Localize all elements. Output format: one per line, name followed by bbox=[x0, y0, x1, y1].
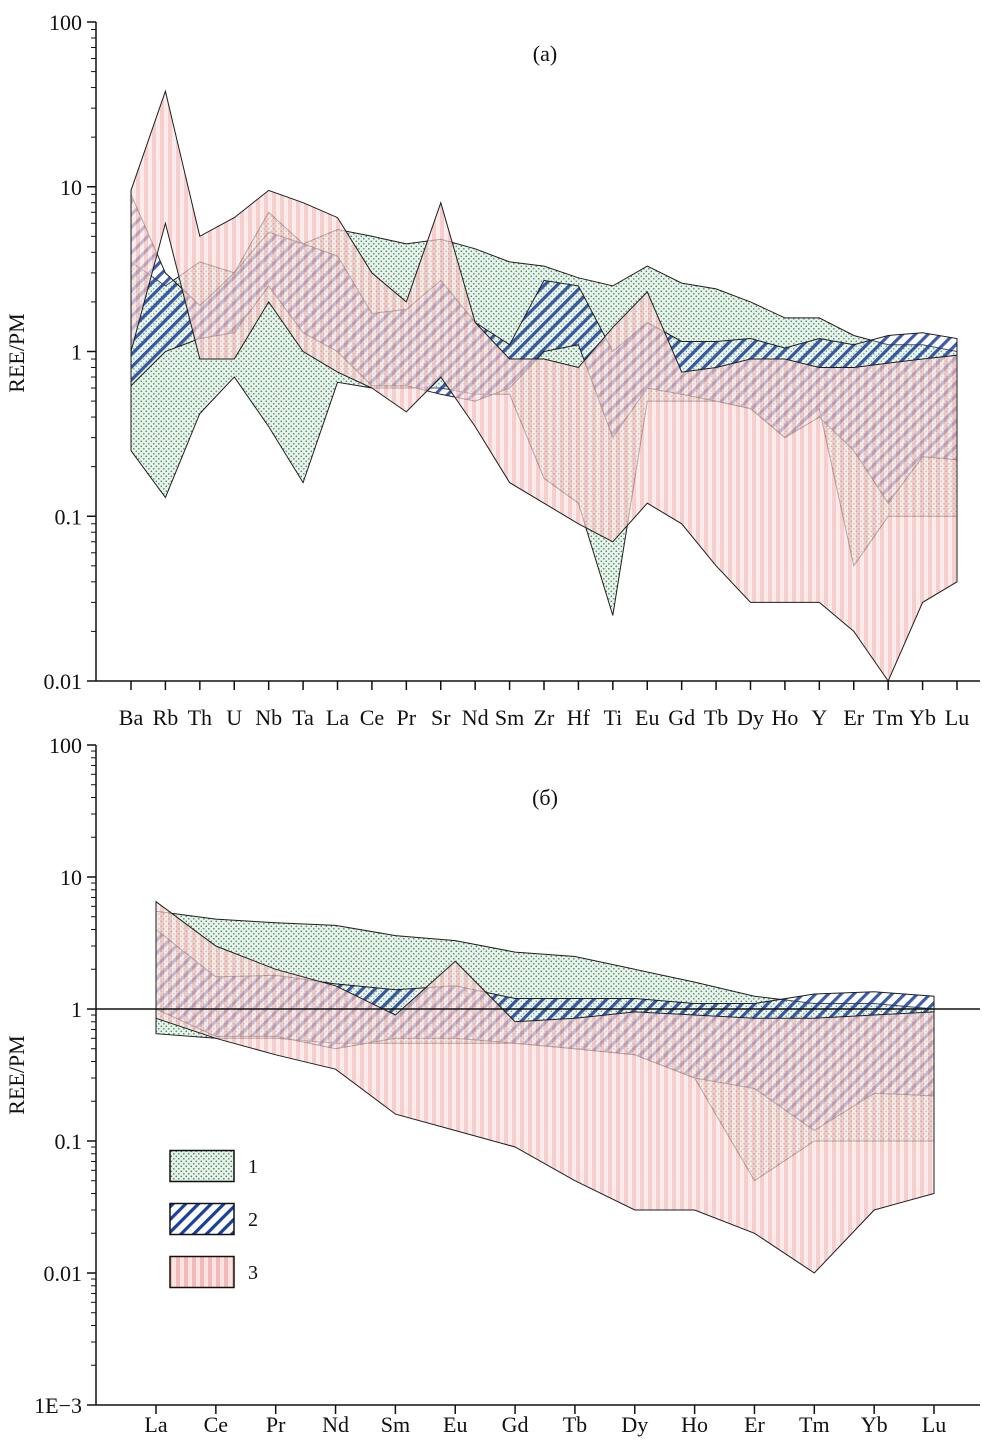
x-tick-label: Tb bbox=[704, 705, 728, 730]
x-tick-label: Dy bbox=[621, 1412, 648, 1437]
x-tick-label: Yb bbox=[861, 1412, 888, 1437]
x-tick-label: Eu bbox=[635, 705, 659, 730]
x-tick-label: Ho bbox=[681, 1412, 708, 1437]
x-tick-label: Er bbox=[843, 705, 864, 730]
x-tick-label: Tb bbox=[563, 1412, 587, 1437]
x-tick-label: Ta bbox=[292, 705, 314, 730]
panel-b: 1E−3 0.01 0.1 1 10 100 La Ce Pr Nd Sm Eu Gd Tb Dy Ho Er T… bbox=[4, 733, 980, 1437]
x-tick-label: Th bbox=[188, 705, 212, 730]
y-tick-label: 1E−3 bbox=[34, 1393, 82, 1418]
legend-label-2: 2 bbox=[248, 1209, 258, 1231]
series-band-3 bbox=[155, 900, 935, 1274]
series-band-3 bbox=[130, 89, 958, 683]
x-tick-label: Dy bbox=[737, 705, 764, 730]
legend-label-3: 3 bbox=[248, 1262, 258, 1284]
x-tick-label: Eu bbox=[443, 1412, 467, 1437]
y-tick-label: 100 bbox=[49, 733, 82, 758]
x-tick-label: Ba bbox=[119, 705, 144, 730]
legend-label-1: 1 bbox=[248, 1156, 258, 1178]
x-tick-label: Yb bbox=[909, 705, 936, 730]
y-axis-title: REE/PM bbox=[4, 313, 29, 392]
panel-title: (б) bbox=[532, 785, 558, 810]
legend-swatch-2 bbox=[169, 1202, 235, 1236]
x-tick-label: Nb bbox=[255, 705, 282, 730]
x-tick-label: Rb bbox=[153, 705, 179, 730]
panel-a: 0.01 0.1 1 10 100 Ba Rb Th U Nb Ta La Ce Pr Sr Nd Sm Zr Hf… bbox=[4, 10, 980, 730]
y-tick-label: 1 bbox=[71, 997, 82, 1022]
y-axis-title: REE/PM bbox=[4, 1035, 29, 1114]
x-tick-label: La bbox=[144, 1412, 167, 1437]
x-tick-label: Hf bbox=[567, 705, 591, 730]
y-tick-label: 0.1 bbox=[55, 504, 83, 529]
x-tick-label: Gd bbox=[502, 1412, 529, 1437]
x-tick-label: Tm bbox=[873, 705, 904, 730]
y-tick-label: 1 bbox=[71, 340, 82, 365]
x-tick-label: Ce bbox=[204, 1412, 228, 1437]
y-tick-label: 0.1 bbox=[55, 1129, 83, 1154]
x-tick-label: Y bbox=[811, 705, 827, 730]
legend-swatch-1 bbox=[169, 1149, 235, 1183]
x-tick-label: Tm bbox=[799, 1412, 830, 1437]
panel-title: (а) bbox=[533, 41, 557, 66]
x-tick-label: Lu bbox=[945, 705, 969, 730]
x-tick-label: Gd bbox=[668, 705, 695, 730]
x-tick-label: Sm bbox=[381, 1412, 410, 1437]
x-tick-label: Lu bbox=[922, 1412, 946, 1437]
x-tick-label: Pr bbox=[397, 705, 417, 730]
y-tick-label: 100 bbox=[49, 10, 82, 35]
x-tick-label: Er bbox=[744, 1412, 765, 1437]
x-tick-label: Pr bbox=[266, 1412, 286, 1437]
x-tick-label: Ti bbox=[603, 705, 622, 730]
x-tick-label: Nd bbox=[322, 1412, 349, 1437]
x-tick-label: La bbox=[326, 705, 349, 730]
x-tick-label: Nd bbox=[462, 705, 489, 730]
x-tick-label: Sm bbox=[495, 705, 524, 730]
x-tick-label: Ce bbox=[360, 705, 384, 730]
y-tick-label: 10 bbox=[60, 865, 82, 890]
y-tick-label: 0.01 bbox=[44, 669, 83, 694]
x-tick-label: Ho bbox=[771, 705, 798, 730]
legend: 1 2 3 bbox=[169, 1149, 258, 1289]
x-tick-label: Sr bbox=[431, 705, 451, 730]
y-tick-label: 0.01 bbox=[44, 1261, 83, 1286]
legend-swatch-3 bbox=[169, 1255, 235, 1289]
x-tick-label: Zr bbox=[534, 705, 555, 730]
y-tick-label: 10 bbox=[60, 175, 82, 200]
x-tick-label: U bbox=[226, 705, 242, 730]
